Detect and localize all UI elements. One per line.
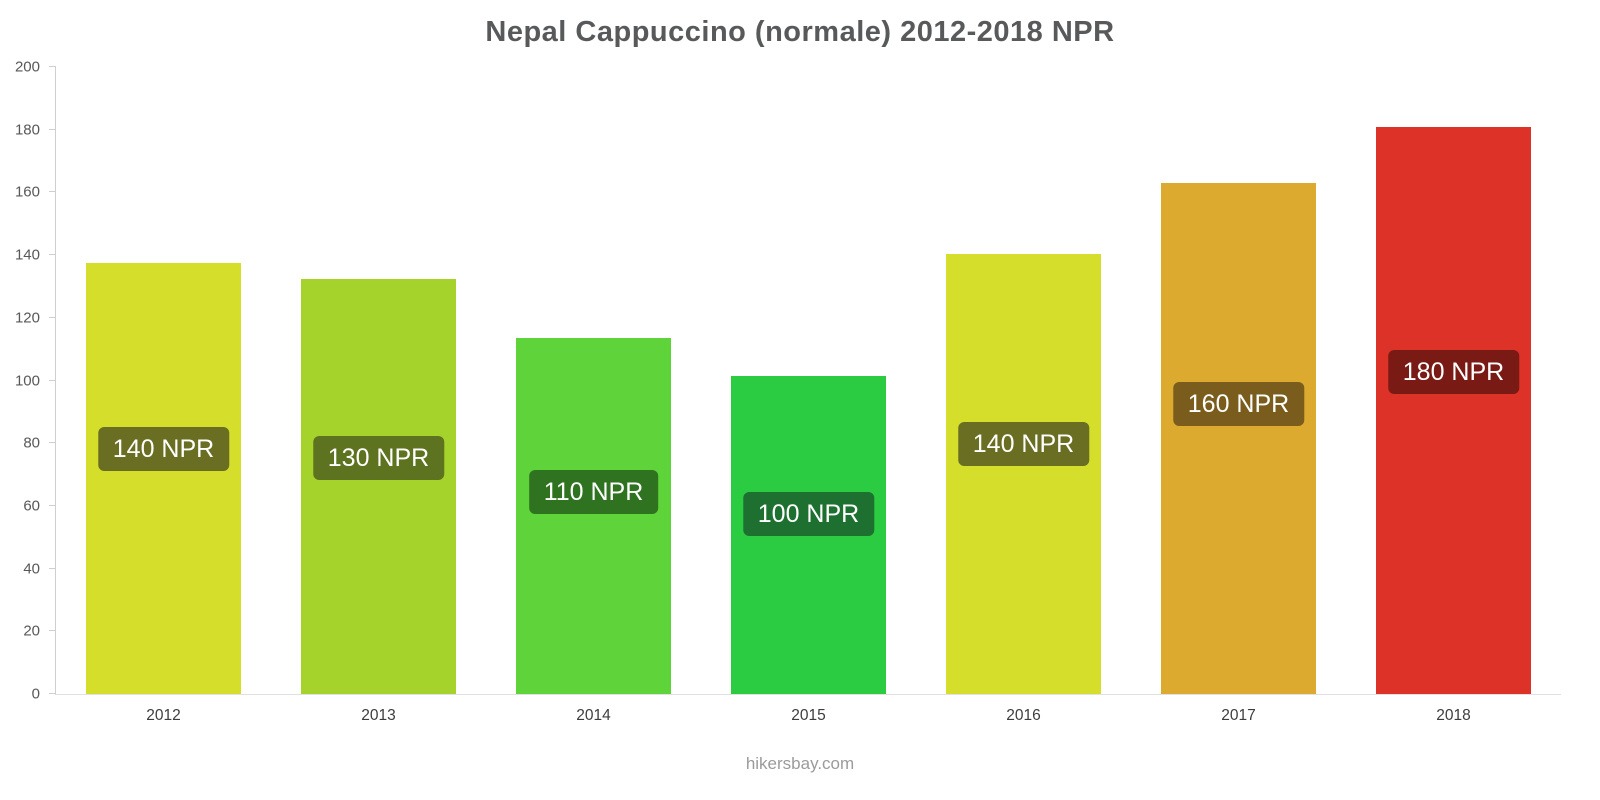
x-axis: 2012 2013 2014 2015 2016 2017 2018 [56,67,1561,723]
bar-value-label: 180 NPR [1387,350,1520,394]
bar: 140 NPR [946,254,1101,694]
y-tick-label: 0 [31,685,40,703]
y-tick-label: 200 [14,58,40,76]
y-tick-label: 120 [14,309,40,327]
x-tick-label: 2014 [576,707,611,724]
y-axis-tick [49,128,56,130]
y-axis-tick [49,442,56,444]
y-axis-tick [49,191,56,193]
y-axis-tick [49,504,56,506]
y-axis-tick [49,693,56,694]
x-tick-label: 2016 [1006,707,1041,724]
y-axis: 0 20 40 60 80 100 120 140 160 180 200 [15,60,1561,702]
x-tick-label: 2015 [791,707,826,724]
x-tick-label: 2012 [146,707,181,724]
footer-watermark: hikersbay.com [745,754,855,773]
x-tick-label: 2013 [361,707,396,724]
bar-value-label: 100 NPR [742,492,875,536]
bar: 100 NPR [731,376,886,694]
bar: 130 NPR [301,279,456,694]
x-tick-label: 2018 [1436,707,1471,724]
y-axis-tick [49,379,56,381]
y-axis-tick [49,254,56,256]
y-tick-label: 60 [23,497,40,515]
y-tick-label: 180 [14,121,40,139]
bar-value-label: 130 NPR [312,436,445,480]
y-axis-tick [49,66,56,67]
y-axis-tick [49,630,56,632]
bar-value-label: 140 NPR [957,422,1090,466]
bars-container: 140 NPR 130 NPR 110 NPR 100 NPR 140 NPR 160 N… [56,67,1561,694]
y-tick-label: 160 [14,183,40,201]
y-tick-label: 20 [23,622,40,640]
y-axis-tick [49,567,56,569]
y-axis-tick [49,316,56,318]
bar-value-label: 140 NPR [97,427,230,471]
bar-value-label: 160 NPR [1172,382,1305,426]
bar: 180 NPR [1376,127,1531,694]
y-tick-label: 40 [23,560,40,578]
y-tick-label: 100 [14,372,40,389]
chart-title: Nepal Cappuccino (normale) 2012-2018 NPR [485,16,1115,48]
y-tick-label: 80 [23,434,40,452]
bar: 160 NPR [1161,183,1316,694]
y-tick-label: 140 [14,246,40,264]
bar-value-label: 110 NPR [528,470,659,514]
bar: 110 NPR [516,338,671,694]
bar: 140 NPR [86,263,241,694]
x-tick-label: 2017 [1221,707,1256,724]
plot-area: 0 20 40 60 80 100 120 140 160 180 200 140 NPR 130 N… [15,60,1561,723]
